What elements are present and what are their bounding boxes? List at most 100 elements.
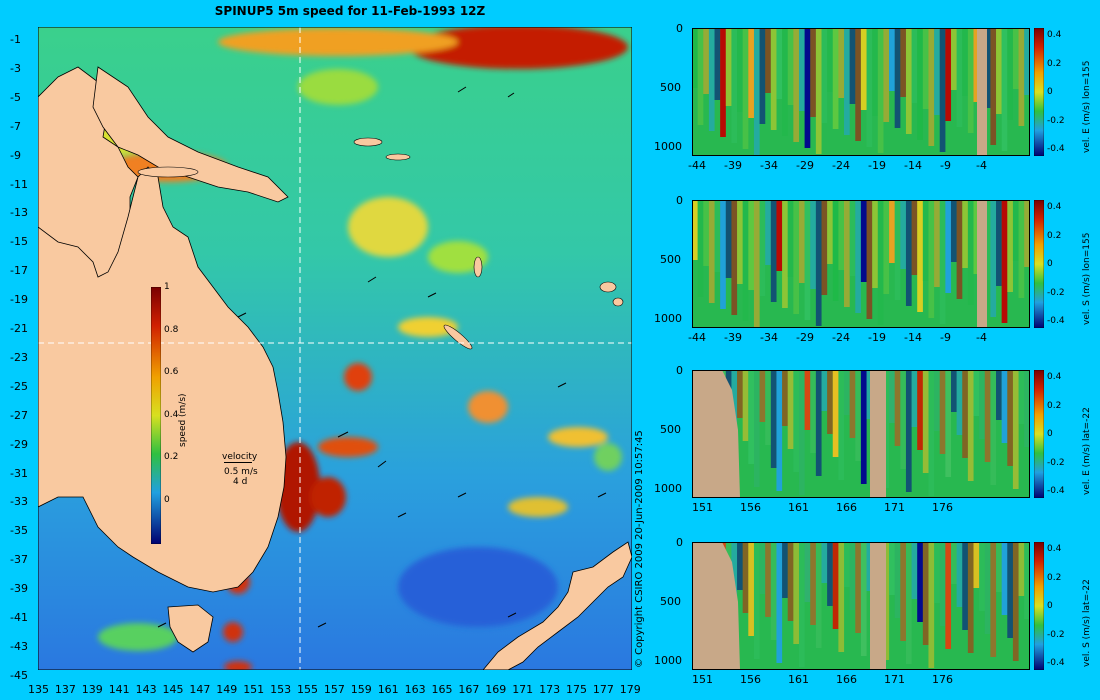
section-colorbar-tick: 0.4: [1047, 544, 1062, 554]
section-colorbar-3: [1034, 370, 1044, 498]
section-depth-tick: 1000: [654, 482, 682, 495]
section-colorbar-tick: 0.4: [1047, 202, 1062, 212]
section-x-tick: -39: [724, 159, 742, 172]
section-x-tick: -24: [832, 159, 850, 172]
lat-tick: -17: [10, 264, 28, 278]
tasmania-landmass: [167, 604, 214, 653]
lat-tick: -33: [10, 495, 28, 509]
lat-tick: -11: [10, 177, 28, 191]
section-colorbar-tick: 0.2: [1047, 58, 1062, 69]
lat-tick: -15: [10, 235, 28, 249]
section-depth-tick: 0: [676, 364, 683, 377]
section-x-tick: 156: [740, 501, 761, 514]
lat-tick: -41: [10, 611, 28, 624]
section-depth-tick: 500: [660, 81, 681, 94]
lat-tick: -31: [10, 466, 28, 480]
section-x-tick: -34: [760, 331, 778, 344]
section-colorbar-tick: -0.2: [1047, 115, 1065, 126]
section-colorbar-tick: -0.2: [1047, 287, 1065, 298]
section-depth-tick: 500: [660, 423, 681, 436]
lon-tick: 145: [162, 683, 184, 696]
section-colorbar-tick: 0.4: [1047, 372, 1062, 382]
velocity-legend-duration: 4 d: [233, 477, 248, 487]
section-x-tick: -39: [724, 331, 742, 344]
speed-colorbar-tick: 0.6: [164, 367, 179, 378]
lat-tick: -23: [10, 350, 28, 364]
island-chains: [137, 137, 624, 350]
section-panel-1: [692, 28, 1030, 156]
lon-tick: 155: [297, 683, 318, 696]
section-panel-label: vel. E (m/s) lon=155: [1082, 60, 1092, 153]
section-colorbar-tick: 0.2: [1047, 572, 1062, 583]
section-colorbar-4: [1034, 542, 1044, 670]
speed-colorbar-tick: 0.8: [164, 324, 179, 335]
section-x-tick: 151: [692, 501, 713, 514]
map-title: SPINUP5 5m speed for 11-Feb-1993 12Z: [214, 4, 486, 18]
section-colorbar-tick: -0.2: [1047, 457, 1065, 468]
section-colorbar-tick: -0.2: [1047, 629, 1065, 640]
section-depth-tick: 1000: [654, 312, 682, 325]
velocity-legend-arrow: [224, 462, 252, 463]
lon-tick: 171: [512, 683, 534, 696]
section-depth-tick: 1000: [654, 654, 682, 667]
copyright-notice: © Copyright CSIRO 2009 20-Jun-2009 10:57…: [634, 430, 645, 668]
section-x-tick: -44: [688, 331, 706, 344]
lon-tick: 177: [592, 683, 614, 696]
lat-tick: -1: [10, 33, 21, 46]
section-land: [870, 370, 886, 498]
section-colorbar-tick: 0: [1047, 429, 1053, 439]
lon-tick: 179: [619, 683, 641, 696]
lat-tick: -13: [10, 206, 28, 220]
section-colorbar-tick: 0: [1047, 601, 1053, 611]
section-depth-tick: 0: [676, 194, 683, 207]
section-colorbar-tick: 0.4: [1047, 30, 1062, 40]
lon-tick: 163: [404, 683, 426, 696]
section-colorbar-2: [1034, 200, 1044, 328]
section-panel-label: vel. E (m/s) lat=-22: [1082, 407, 1092, 495]
section-x-tick: -14: [904, 159, 922, 172]
lat-tick: -27: [10, 408, 28, 422]
section-colorbar-tick: -0.4: [1047, 316, 1065, 326]
lon-tick: 135: [28, 683, 49, 696]
section-x-tick: 171: [884, 673, 905, 686]
section-x-tick: 171: [884, 501, 905, 514]
lon-tick: 175: [566, 683, 587, 696]
lon-tick: 137: [54, 683, 76, 696]
speed-colorbar-tick: 0.2: [164, 452, 179, 463]
lat-tick: -25: [10, 379, 28, 393]
section-x-tick: -44: [688, 159, 706, 172]
section-land: [977, 28, 987, 156]
section-x-tick: -34: [760, 159, 778, 172]
section-colorbar-tick: 0.2: [1047, 400, 1062, 411]
section-depth-tick: 500: [660, 595, 681, 608]
lon-tick: 141: [108, 683, 130, 696]
section-x-tick: 151: [692, 673, 713, 686]
lat-tick: -9: [10, 148, 21, 162]
section-panel-4: [692, 542, 1030, 670]
new-zealand-landmass: [482, 541, 632, 670]
lon-tick: 139: [81, 683, 103, 696]
section-x-tick: -29: [796, 159, 814, 172]
section-panel-label: vel. S (m/s) lon=155: [1082, 232, 1092, 325]
lat-tick: -21: [10, 322, 28, 335]
section-x-tick: -9: [940, 159, 951, 172]
lat-tick: -5: [10, 90, 21, 104]
lon-tick: 149: [216, 683, 238, 696]
section-depth-tick: 0: [676, 536, 683, 549]
lon-tick: 157: [323, 683, 345, 696]
lat-tick: -29: [10, 437, 28, 451]
lon-tick: 159: [350, 683, 372, 696]
speed-colorbar-tick: 0: [164, 495, 170, 505]
lon-tick: 143: [135, 683, 157, 696]
lon-tick: 165: [431, 683, 453, 696]
section-x-tick: 176: [932, 673, 953, 686]
lon-tick: 147: [189, 683, 211, 696]
section-panel-3: [692, 370, 1030, 498]
lat-tick: -3: [10, 61, 21, 75]
section-x-tick: 161: [788, 673, 809, 686]
velocity-legend-title: velocity: [222, 452, 258, 462]
section-colorbar-1: [1034, 28, 1044, 156]
section-x-tick: -9: [940, 331, 951, 344]
section-land: [692, 370, 740, 498]
lon-tick: 169: [485, 683, 507, 696]
